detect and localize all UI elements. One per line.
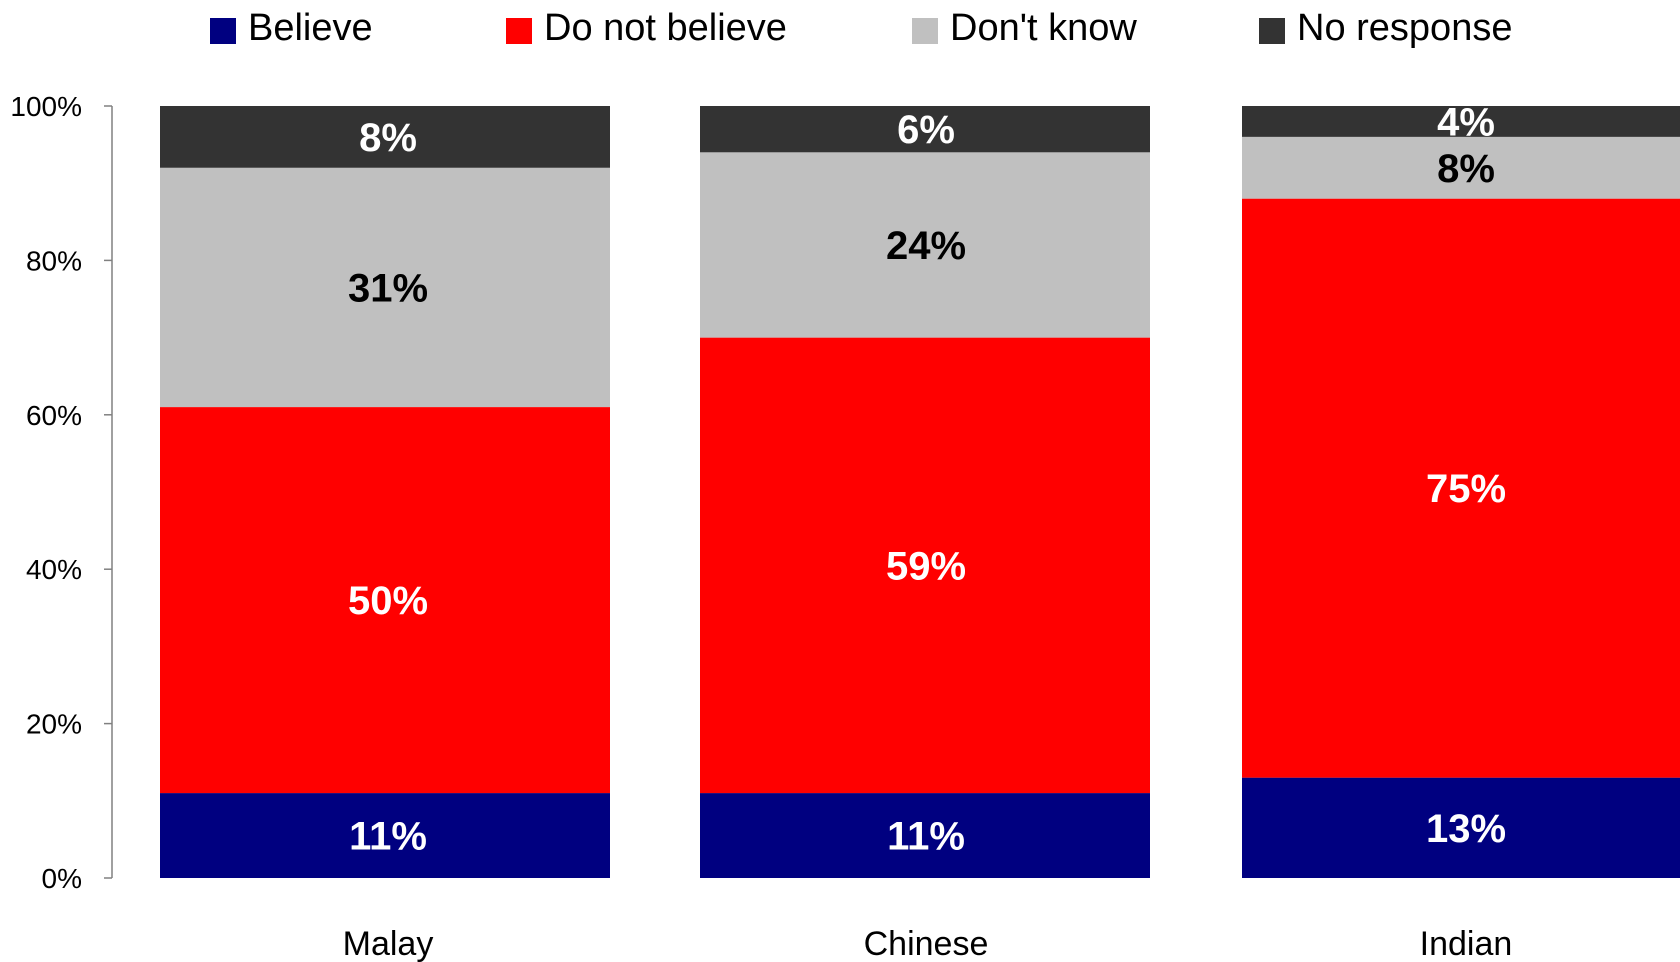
- y-tick-label-1: 20%: [26, 709, 82, 740]
- y-tick-label-4: 80%: [26, 245, 82, 276]
- y-tick-label-3: 60%: [26, 400, 82, 431]
- data-label-chinese-3: 6%: [897, 108, 955, 152]
- y-tick-label-2: 40%: [26, 554, 82, 585]
- legend-swatch-3: [1259, 18, 1285, 44]
- category-labels: Malay Chinese Indian: [343, 925, 1513, 962]
- bar-indian-0: [1242, 777, 1680, 878]
- bar-malay-2: [160, 167, 610, 408]
- data-label-malay-1: 50%: [348, 579, 428, 623]
- data-label-chinese-2: 24%: [886, 224, 966, 268]
- bar-indian-3: [1242, 106, 1680, 137]
- legend-swatch-0: [210, 18, 236, 44]
- bar-chinese-0: [700, 793, 1150, 878]
- data-label-chinese-1: 59%: [886, 544, 966, 588]
- legend-label-3: No response: [1297, 7, 1512, 49]
- legend: Believe Do not believe Don't know No respon…: [210, 7, 1512, 49]
- data-label-chinese-0: 11%: [887, 815, 965, 859]
- bar-malay-1: [160, 407, 610, 794]
- bar-indian-2: [1242, 136, 1680, 199]
- data-label-malay-0: 11%: [349, 815, 427, 859]
- y-tick-label-5: 100%: [10, 91, 82, 122]
- data-label-malay-2: 31%: [348, 266, 428, 310]
- bar-chinese-2: [700, 152, 1150, 338]
- legend-label-2: Don't know: [950, 7, 1137, 49]
- data-label-malay-3: 8%: [359, 116, 417, 160]
- data-label-indian-2: 8%: [1437, 147, 1495, 191]
- y-axis: 0% 20% 40% 60% 80% 100%: [10, 91, 113, 894]
- category-label-1: Chinese: [864, 925, 989, 962]
- bar-chinese-3: [700, 106, 1150, 153]
- legend-swatch-2: [912, 18, 938, 44]
- legend-label-1: Do not believe: [544, 7, 787, 49]
- data-label-indian-3: 4%: [1437, 100, 1495, 144]
- bar-malay-0: [160, 793, 610, 878]
- bar-malay-3: [160, 106, 610, 168]
- data-label-indian-1: 75%: [1426, 467, 1506, 511]
- bar-indian-1: [1242, 198, 1680, 778]
- category-label-0: Malay: [343, 925, 434, 962]
- bar-chinese-1: [700, 337, 1150, 794]
- legend-swatch-1: [506, 18, 532, 44]
- legend-label-0: Believe: [248, 7, 373, 49]
- y-tick-label-0: 0%: [42, 863, 82, 894]
- category-label-2: Indian: [1420, 925, 1513, 962]
- data-label-indian-0: 13%: [1426, 807, 1506, 851]
- bars: 11%50%31%8%11%59%24%6%13%75%8%4%: [160, 100, 1680, 878]
